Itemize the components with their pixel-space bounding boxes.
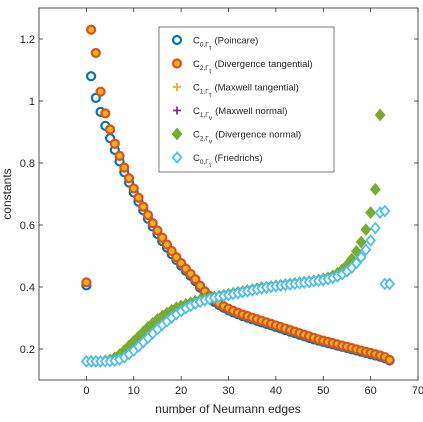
y-tick-label: 0.2: [20, 344, 35, 356]
point-divergence-normal: [369, 182, 381, 196]
legend-entry-divergence-normal: C2,Γν(Divergence normal): [193, 130, 301, 146]
point-divergence-normal: [360, 223, 372, 237]
point-divergence-tangential: [86, 24, 97, 35]
legend: C0,Γτ(Poincare) C2,Γτ(Divergence tangenti…: [158, 26, 335, 173]
point-divergence-tangential: [123, 173, 135, 184]
legend-entry-friedrichs: C0,Γτ(Friedrichs): [193, 153, 263, 169]
x-tick-label: 20: [175, 385, 187, 397]
x-tick-label: 70: [412, 385, 423, 397]
point-friedrichs-legend: [171, 151, 183, 164]
point-divergence-normal: [355, 235, 367, 249]
legend-entry-maxwell-normal: C1,Γν(Maxwell normal): [193, 106, 287, 122]
point-divergence-tangential: [100, 108, 111, 119]
point-friedrichs: [360, 243, 372, 257]
point-divergence-tangential: [114, 150, 125, 161]
y-axis: 0.2 0.4 0.6 0.8 1 1.2: [20, 34, 418, 356]
point-divergence-tangential: [190, 274, 201, 285]
point-divergence-tangential: [161, 239, 173, 250]
point-divergence-tangential: [157, 232, 168, 243]
x-tick-label: 40: [270, 385, 282, 397]
legend-entry-divergence-tangential: C2,Γτ(Divergence tangential): [193, 59, 313, 75]
point-divergence-tangential: [81, 277, 92, 288]
point-friedrichs: [350, 256, 362, 270]
point-divergence-tangential: [128, 183, 139, 194]
y-tick-label: 0.6: [20, 220, 35, 232]
y-tick-label: 0.4: [20, 282, 35, 294]
point-friedrichs: [369, 221, 381, 235]
legend-entry-poincare: C0,Γτ(Poincare): [193, 36, 258, 52]
point-friedrichs: [365, 234, 377, 247]
point-divergence-tangential: [147, 218, 158, 229]
x-tick-label: 30: [222, 385, 234, 397]
point-divergence-tangential: [133, 192, 144, 203]
point-poincare-legend: [171, 34, 183, 46]
legend-entry-maxwell-tangential: C1,Γτ(Maxwell tangential): [193, 83, 299, 99]
point-divergence-normal-legend: [171, 127, 183, 141]
point-divergence-normal: [350, 244, 362, 258]
point-divergence-tangential: [119, 162, 130, 173]
y-tick-label: 0.8: [20, 158, 35, 170]
point-divergence-tangential: [104, 124, 116, 135]
legend-box: [158, 26, 335, 173]
data-marks: [80, 24, 396, 368]
y-axis-label: constants: [0, 168, 14, 219]
point-friedrichs: [355, 250, 367, 264]
point-divergence-tangential: [138, 201, 149, 212]
point-friedrichs-extra: [379, 204, 391, 218]
point-divergence-tangential: [152, 225, 163, 236]
point-poincare: [86, 71, 97, 82]
x-tick-label: 50: [317, 385, 329, 397]
point-divergence-tangential: [384, 354, 395, 365]
point-divergence-normal: [365, 206, 377, 219]
point-divergence-tangential: [90, 47, 101, 59]
point-divergence-tangential: [142, 209, 154, 221]
x-tick-label: 10: [128, 385, 140, 397]
point-divergence-normal: [374, 108, 386, 122]
y-tick-label: 1.2: [20, 34, 35, 46]
point-divergence-tangential: [95, 86, 106, 97]
point-maxwell-tangential-legend: [173, 83, 181, 91]
x-axis-label: number of Neumann edges: [155, 402, 300, 416]
x-tick-label: 60: [365, 385, 377, 397]
point-poincare: [90, 92, 101, 104]
point-friedrichs-extra: [384, 277, 396, 291]
point-divergence-tangential: [109, 138, 120, 149]
x-tick-label: 0: [83, 385, 89, 397]
point-divergence-tangential-legend: [171, 58, 183, 69]
point-maxwell-normal-legend: [173, 106, 181, 115]
x-axis: 0 10 20 30 40 50 60 70: [83, 8, 423, 397]
y-tick-label: 1: [29, 96, 35, 108]
